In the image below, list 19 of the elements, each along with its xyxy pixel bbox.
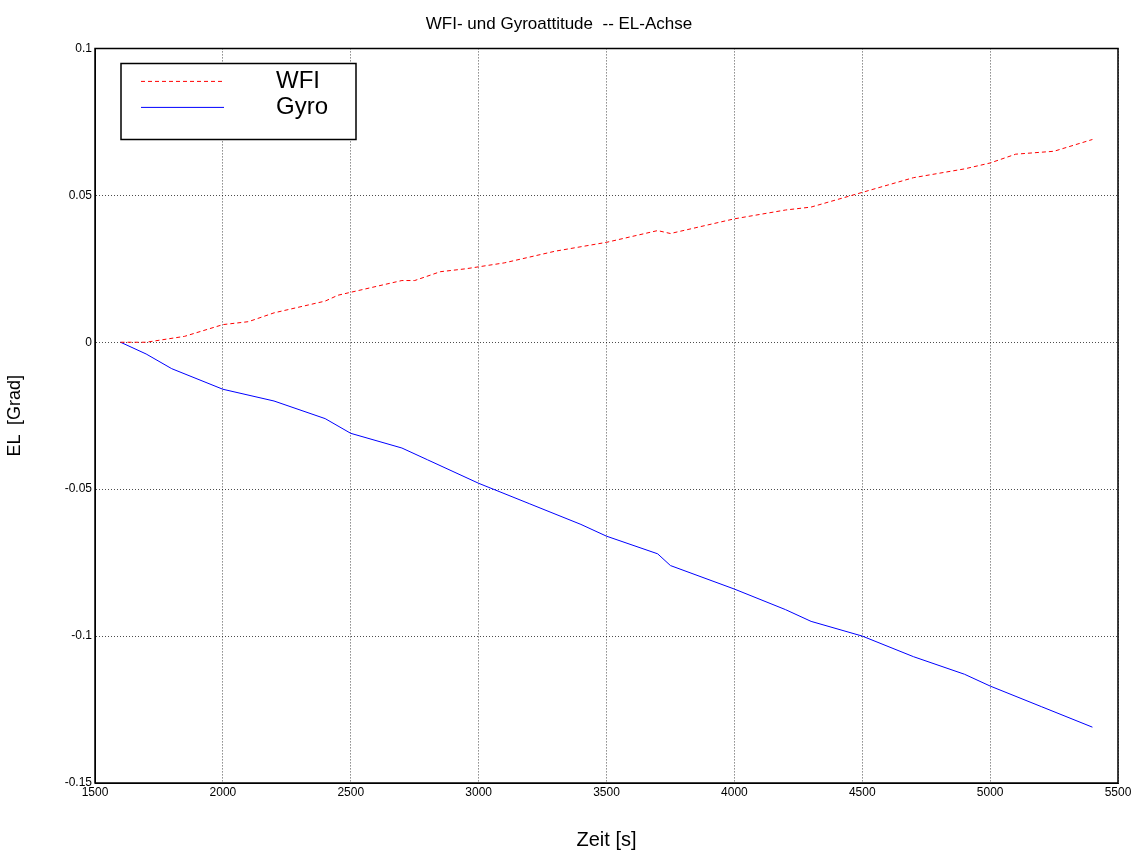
legend-label: Gyro [276,92,329,120]
legend-label: WFI [276,66,320,94]
y-tick-label: 0 [85,334,93,349]
x-tick-label: 4500 [848,784,876,799]
y-axis-title: EL [Grad] [3,375,24,457]
x-tick-label: 3000 [465,784,493,799]
x-tick-label: 5500 [1104,784,1132,799]
x-tick-label: 4000 [721,784,749,799]
chart-title: WFI- und Gyroattitude -- EL-Achse [425,13,693,33]
y-tick-label: -0.05 [64,481,93,496]
y-tick-label: 0.1 [75,40,93,55]
x-tick-label: 2500 [337,784,365,799]
y-tick-label: 0.05 [68,187,93,202]
line-series [120,138,1093,343]
y-tick-label: -0.1 [71,628,93,643]
x-tick-label: 5000 [976,784,1004,799]
x-axis-title: Zeit [s] [576,827,637,850]
x-tick-label: 3500 [593,784,621,799]
x-tick-label: 2000 [209,784,237,799]
